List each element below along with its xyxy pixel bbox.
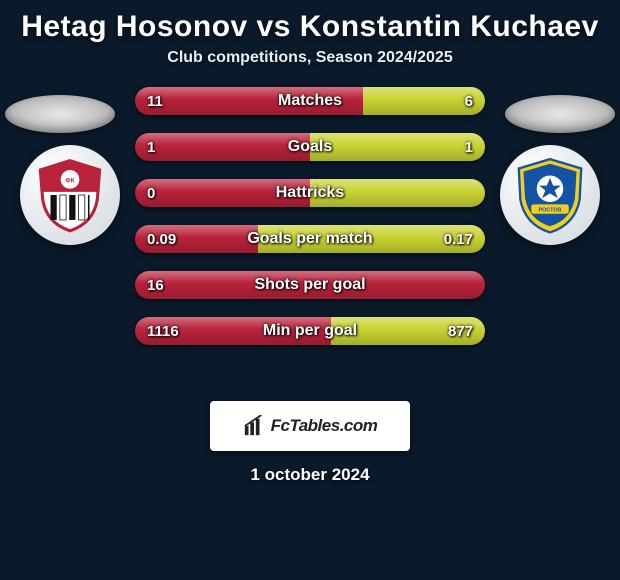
page-subtitle: Club competitions, Season 2024/2025 (0, 49, 620, 67)
stat-bar: Hattricks00 (135, 179, 485, 207)
player-platform-left (5, 95, 115, 133)
club-badge-left: ФК (20, 145, 120, 245)
club-badge-right: РОСТОВ (500, 145, 600, 245)
player-platform-right (505, 95, 615, 133)
stat-bar-left-segment (135, 317, 331, 345)
stat-bar: Shots per goal16 (135, 271, 485, 299)
stat-bar-left-segment (135, 87, 363, 115)
stat-bars: Matches116 Goals11 Hattricks00 Goals per ma… (135, 87, 485, 345)
stat-bar-left-segment (135, 133, 310, 161)
stat-bar-left-segment (135, 179, 310, 207)
comparison-card: Hetag Hosonov vs Konstantin Kuchaev Club… (0, 0, 620, 580)
stat-bar: Goals per match0.090.17 (135, 225, 485, 253)
brand-name: FcTables.com (271, 416, 378, 436)
brand-chip[interactable]: FcTables.com (210, 401, 410, 451)
svg-text:РОСТОВ: РОСТОВ (539, 207, 562, 213)
stat-bar-left-segment (135, 225, 258, 253)
club-crest-left-icon: ФК (31, 156, 109, 234)
stats-arena: ФК РОСТОВ Matches116Goals11Hattr (0, 85, 620, 385)
stat-bar-right-segment (363, 87, 486, 115)
stat-bar-left-segment (135, 271, 485, 299)
svg-text:ФК: ФК (65, 178, 74, 185)
stat-bar: Matches116 (135, 87, 485, 115)
stat-bar: Goals11 (135, 133, 485, 161)
page-title: Hetag Hosonov vs Konstantin Kuchaev (0, 6, 620, 49)
stat-bar-right-segment (258, 225, 486, 253)
stat-bar: Min per goal1116877 (135, 317, 485, 345)
stat-bar-right-segment (331, 317, 485, 345)
stat-bar-right-segment (310, 179, 485, 207)
club-crest-right-icon: РОСТОВ (511, 156, 589, 234)
date-label: 1 october 2024 (0, 465, 620, 485)
stat-bar-right-segment (310, 133, 485, 161)
brand-logo-icon (243, 415, 265, 437)
